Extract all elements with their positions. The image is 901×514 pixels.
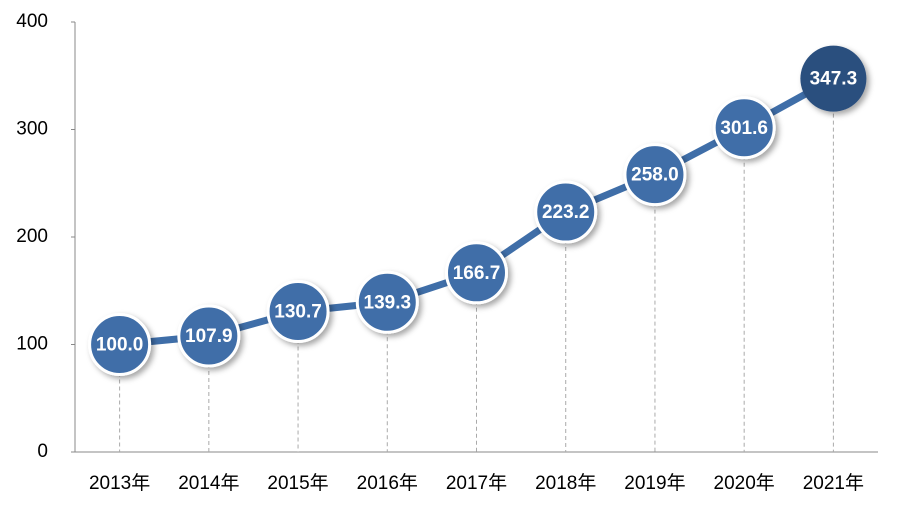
x-tick-label: 2016年 bbox=[357, 472, 418, 494]
value-label: 347.3 bbox=[810, 69, 858, 90]
data-point bbox=[355, 270, 419, 334]
x-tick-label: 2021年 bbox=[803, 472, 864, 494]
data-point bbox=[800, 45, 867, 112]
value-label: 130.7 bbox=[274, 302, 322, 323]
value-label: 301.6 bbox=[720, 118, 768, 139]
y-tick-label: 200 bbox=[16, 226, 48, 247]
data-point bbox=[266, 279, 330, 343]
x-tick-label: 2019年 bbox=[624, 472, 685, 494]
y-tick-label: 300 bbox=[16, 119, 48, 140]
y-tick-label: 0 bbox=[37, 441, 48, 462]
x-tick-label: 2020年 bbox=[714, 472, 775, 494]
x-tick-label: 2017年 bbox=[446, 472, 507, 494]
x-tick-label: 2018年 bbox=[535, 472, 596, 494]
value-label: 139.3 bbox=[364, 292, 412, 313]
data-point bbox=[445, 241, 508, 305]
data-point bbox=[88, 313, 152, 376]
y-tick-label: 400 bbox=[16, 11, 48, 32]
value-label: 107.9 bbox=[185, 326, 233, 347]
x-tick-label: 2013年 bbox=[89, 472, 150, 494]
data-point bbox=[534, 180, 598, 244]
data-point bbox=[177, 304, 241, 368]
value-label: 166.7 bbox=[453, 263, 501, 284]
data-point bbox=[623, 143, 687, 207]
y-tick-label: 100 bbox=[16, 334, 48, 355]
x-tick-label: 2014年 bbox=[178, 472, 239, 494]
value-label: 100.0 bbox=[96, 335, 144, 356]
value-label: 223.2 bbox=[542, 202, 590, 223]
value-label: 258.0 bbox=[631, 165, 679, 186]
data-point bbox=[712, 96, 776, 160]
x-tick-label: 2015年 bbox=[267, 472, 328, 494]
